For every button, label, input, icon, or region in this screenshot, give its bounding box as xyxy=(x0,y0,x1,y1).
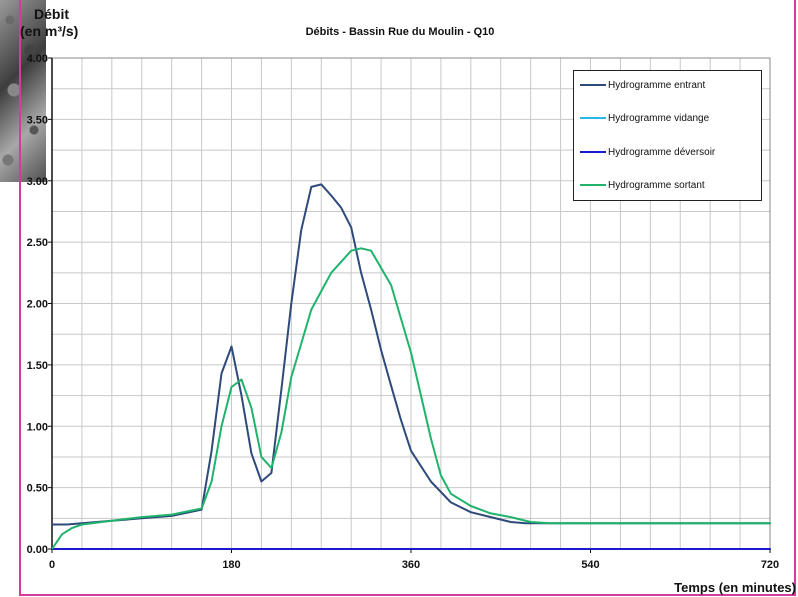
legend-swatch-sortant xyxy=(580,184,606,186)
legend-item-entrant: Hydrogramme entrant xyxy=(580,78,705,92)
legend-item-sortant: Hydrogramme sortant xyxy=(580,178,705,192)
legend-label-vidange: Hydrogramme vidange xyxy=(608,112,710,124)
legend-label-deversoir: Hydrogramme déversoir xyxy=(608,146,716,158)
series-line-sortant xyxy=(51,247,771,550)
y-tick-label: 3.00 xyxy=(27,176,48,188)
y-tick-label: 3.50 xyxy=(27,114,48,126)
chart-frame xyxy=(19,0,796,596)
y-tick-label: 4.00 xyxy=(27,53,48,65)
legend-swatch-deversoir xyxy=(580,151,606,153)
y-tick-label: 2.50 xyxy=(27,237,48,249)
x-tick-label: 180 xyxy=(222,559,240,571)
y-axis-label-line1: Débit xyxy=(34,6,69,22)
legend-label-entrant: Hydrogramme entrant xyxy=(608,79,706,91)
y-axis-label: Débit (en m³/s) xyxy=(20,6,100,40)
series-line-entrant xyxy=(51,183,771,526)
legend-swatch-vidange xyxy=(580,117,606,119)
legend-swatch-entrant xyxy=(580,84,606,86)
legend-item-vidange: Hydrogramme vidange xyxy=(580,111,709,125)
chart-legend: Hydrogramme entrant Hydrogramme vidange … xyxy=(573,70,762,201)
background-aerial-photo xyxy=(0,0,46,182)
x-tick-label: 720 xyxy=(761,559,779,571)
x-tick-label: 540 xyxy=(581,559,599,571)
y-tick-label: 2.00 xyxy=(27,299,48,311)
x-tick-label: 360 xyxy=(402,559,420,571)
chart-title: Débits - Bassin Rue du Moulin - Q10 xyxy=(305,26,495,38)
y-tick-label: 0.00 xyxy=(27,544,48,556)
x-axis-label: Temps (en minutes) xyxy=(674,580,796,595)
y-tick-label: 0.50 xyxy=(27,483,48,495)
y-tick-label: 1.00 xyxy=(27,421,48,433)
legend-label-sortant: Hydrogramme sortant xyxy=(608,179,705,191)
y-tick-label: 1.50 xyxy=(27,360,48,372)
x-tick-label: 0 xyxy=(49,559,55,571)
legend-item-deversoir: Hydrogramme déversoir xyxy=(580,145,715,159)
y-axis-label-line2: (en m³/s) xyxy=(20,23,79,39)
